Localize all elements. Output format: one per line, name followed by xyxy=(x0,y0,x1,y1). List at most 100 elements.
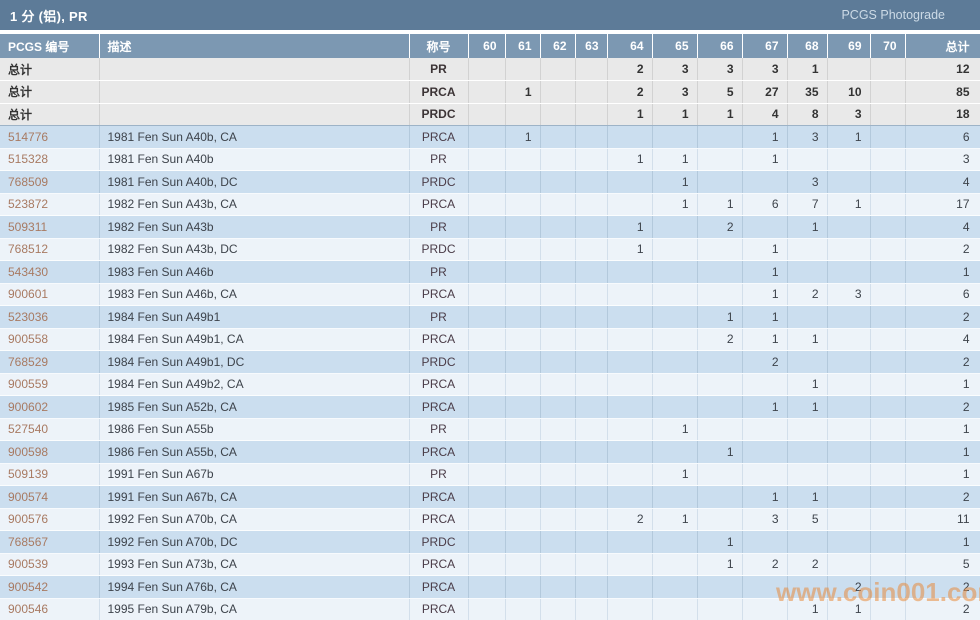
grade-cell: 4 xyxy=(742,103,788,126)
total-cell: 18 xyxy=(905,103,980,126)
grade-cell: 1 xyxy=(787,373,828,396)
grade-cell xyxy=(575,463,608,486)
grade-cell: 3 xyxy=(787,125,828,149)
table-row: 514776 1981 Fen Sun A40b, CA PRCA 1 1 3 1 6 xyxy=(0,125,980,149)
col-header-grade-65: 65 xyxy=(652,34,698,58)
total-cell: 2 xyxy=(905,350,980,374)
grade-cell: 1 xyxy=(697,103,743,126)
grade-cell xyxy=(787,148,828,171)
grade-cell xyxy=(540,575,576,599)
grade-cell xyxy=(575,193,608,216)
pcgs-number-link[interactable]: 768512 xyxy=(8,242,49,257)
grade-cell xyxy=(870,463,906,486)
col-header-grade-62: 62 xyxy=(540,34,576,58)
summary-label-cell: 总计 xyxy=(0,80,100,104)
table-row: 515328 1981 Fen Sun A40b PR 1 1 1 3 xyxy=(0,148,980,171)
pcgs-number-link[interactable]: 900546 xyxy=(8,602,49,617)
pcgs-number-cell: 768529 xyxy=(0,350,100,374)
grade-cell xyxy=(787,530,828,554)
summary-row: 总计 PRDC 1 1 1 4 8 3 18 xyxy=(0,103,980,126)
grade-cell: 5 xyxy=(787,508,828,531)
pcgs-number-link[interactable]: 527540 xyxy=(8,422,49,437)
pcgs-number-link[interactable]: 900574 xyxy=(8,489,49,504)
table-row: 900601 1983 Fen Sun A46b, CA PRCA 1 2 3 6 xyxy=(0,283,980,306)
designation-cell: PRDC xyxy=(409,238,469,261)
grade-cell xyxy=(505,508,541,531)
pcgs-number-link[interactable]: 515328 xyxy=(8,152,49,167)
pcgs-number-link[interactable]: 509139 xyxy=(8,467,49,482)
grade-cell xyxy=(607,305,653,329)
grade-cell xyxy=(870,238,906,261)
grade-cell xyxy=(870,598,906,620)
table-row: 900546 1995 Fen Sun A79b, CA PRCA 1 1 2 xyxy=(0,598,980,620)
description-cell: 1982 Fen Sun A43b, DC xyxy=(99,238,410,261)
grade-cell xyxy=(697,418,743,441)
grade-cell xyxy=(468,305,506,329)
grade-cell xyxy=(827,485,871,509)
description-cell: 1984 Fen Sun A49b1, DC xyxy=(99,350,410,374)
grade-cell: 1 xyxy=(607,148,653,171)
designation-cell: PRCA xyxy=(409,485,469,509)
description-cell: 1991 Fen Sun A67b, CA xyxy=(99,485,410,509)
grade-cell: 6 xyxy=(742,193,788,216)
pcgs-number-cell: 900558 xyxy=(0,328,100,351)
table-row: 768512 1982 Fen Sun A43b, DC PRDC 1 1 2 xyxy=(0,238,980,261)
grade-cell xyxy=(468,58,506,81)
grade-cell: 3 xyxy=(742,508,788,531)
pcgs-number-link[interactable]: 514776 xyxy=(8,129,49,144)
designation-cell: PRCA xyxy=(409,598,469,620)
grade-cell xyxy=(540,80,576,104)
total-cell: 1 xyxy=(905,530,980,554)
grade-cell xyxy=(870,418,906,441)
pcgs-number-link[interactable]: 900576 xyxy=(8,512,49,527)
grade-cell xyxy=(540,530,576,554)
pcgs-number-link[interactable]: 900601 xyxy=(8,287,49,302)
total-cell: 3 xyxy=(905,148,980,171)
photograde-label[interactable]: PCGS Photograde xyxy=(841,8,945,22)
pcgs-number-link[interactable]: 543430 xyxy=(8,264,49,279)
grade-cell xyxy=(697,395,743,419)
pcgs-number-link[interactable]: 900542 xyxy=(8,579,49,594)
grade-cell xyxy=(742,575,788,599)
pcgs-number-link[interactable]: 900602 xyxy=(8,399,49,414)
pcgs-number-cell: 900539 xyxy=(0,553,100,576)
grade-cell xyxy=(505,350,541,374)
pcgs-number-link[interactable]: 768509 xyxy=(8,174,49,189)
pcgs-number-link[interactable]: 900598 xyxy=(8,444,49,459)
pop-table: PCGS 编号 描述 称号 60 61 62 63 64 65 66 67 68 69 70 总计 总计 PR… xyxy=(0,34,980,620)
grade-cell xyxy=(870,485,906,509)
total-cell: 4 xyxy=(905,170,980,194)
grade-cell xyxy=(575,575,608,599)
pcgs-number-cell: 900598 xyxy=(0,440,100,464)
pcgs-number-link[interactable]: 900539 xyxy=(8,557,49,572)
pcgs-number-link[interactable]: 900558 xyxy=(8,332,49,347)
pcgs-number-link[interactable]: 523036 xyxy=(8,309,49,324)
total-cell: 2 xyxy=(905,305,980,329)
grade-cell: 7 xyxy=(787,193,828,216)
grade-cell xyxy=(652,373,698,396)
grade-cell: 1 xyxy=(827,125,871,149)
grade-cell xyxy=(468,530,506,554)
designation-cell: PRCA xyxy=(409,440,469,464)
description-cell xyxy=(99,103,410,126)
total-cell: 17 xyxy=(905,193,980,216)
grade-cell xyxy=(742,215,788,239)
grade-cell xyxy=(468,260,506,284)
pcgs-number-link[interactable]: 509311 xyxy=(8,219,48,234)
grade-cell xyxy=(505,103,541,126)
table-row: 509311 1982 Fen Sun A43b PR 1 2 1 4 xyxy=(0,215,980,239)
grade-cell: 2 xyxy=(827,575,871,599)
table-row: 900558 1984 Fen Sun A49b1, CA PRCA 2 1 1 4 xyxy=(0,328,980,351)
designation-cell: PRCA xyxy=(409,328,469,351)
pcgs-number-link[interactable]: 768529 xyxy=(8,354,49,369)
pcgs-number-link[interactable]: 768567 xyxy=(8,534,49,549)
grade-cell: 1 xyxy=(652,170,698,194)
table-row: 768567 1992 Fen Sun A70b, DC PRDC 1 1 xyxy=(0,530,980,554)
pcgs-number-link[interactable]: 523872 xyxy=(8,197,49,212)
grade-cell xyxy=(607,418,653,441)
grade-cell xyxy=(505,463,541,486)
grade-cell xyxy=(697,148,743,171)
pcgs-number-link[interactable]: 900559 xyxy=(8,377,49,392)
grade-cell xyxy=(827,350,871,374)
grade-cell xyxy=(742,440,788,464)
